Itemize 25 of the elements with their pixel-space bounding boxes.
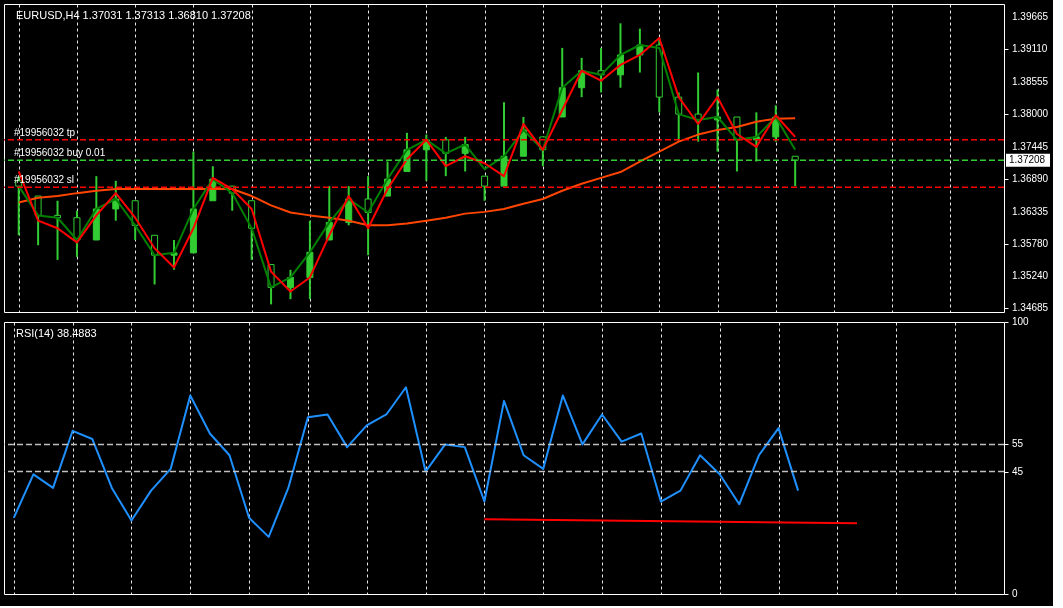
y-tick-label: 1.38000	[1012, 108, 1049, 120]
y-tick-label: 1.34685	[1012, 302, 1049, 314]
y-tick-label: 0	[1012, 588, 1018, 599]
y-tick-label: 1.35240	[1012, 269, 1049, 281]
y-tick-label: 1.35780	[1012, 238, 1049, 250]
candlestick	[170, 238, 178, 271]
y-tick-label: 100	[1012, 316, 1030, 327]
chart-title: RSI(14) 38.4883	[16, 327, 97, 339]
candlestick	[73, 209, 81, 258]
line-series	[12, 386, 800, 538]
y-tick-label: 1.36890	[1012, 173, 1049, 185]
y-tick-label: 1.39110	[1012, 43, 1048, 55]
y-tick-label: 45	[1012, 465, 1024, 477]
y-tick-label: 1.37445	[1012, 140, 1049, 152]
y-tick-label: 1.39665	[1012, 10, 1049, 22]
y-tick-label: 1.38555	[1012, 75, 1049, 87]
candlestick	[481, 175, 489, 202]
candlestick	[694, 71, 702, 143]
ref-line-label: #19956032 buy 0.01	[14, 147, 106, 159]
y-tick-label: 55	[1012, 438, 1024, 450]
text: 1.37208	[1009, 154, 1046, 166]
ref-line-label: #19956032 tp	[14, 126, 76, 138]
candlestick	[364, 175, 372, 257]
y-tick-label: 1.36335	[1012, 205, 1049, 217]
chart-title: EURUSD,H4 1.37031 1.37313 1.36810 1.37208	[16, 9, 251, 21]
